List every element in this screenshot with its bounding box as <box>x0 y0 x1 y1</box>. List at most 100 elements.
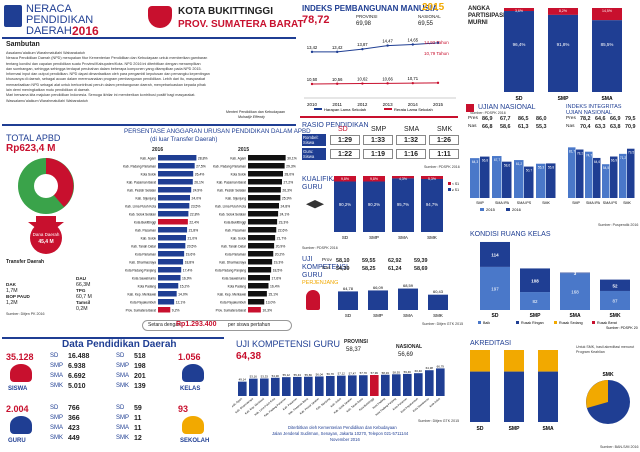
grouped-cat: SMA IPS <box>603 201 618 205</box>
anggaran-bar <box>248 187 281 193</box>
anggaran-cat-label: Kota Sawahlunto <box>222 277 246 281</box>
sambutan-line: Neraca Pendidikan Daerah (NPD) merupakan… <box>6 56 208 61</box>
anggaran-bar <box>248 267 272 273</box>
dpd-siswa-val: 6.938 <box>68 363 86 370</box>
anggaran-bar-label: 22,6% <box>278 229 288 233</box>
akr-smk-pie-slice <box>586 380 608 408</box>
apbd-dana-circle <box>30 222 62 254</box>
dpd-sekolah-icon <box>182 416 204 434</box>
header-logo <box>4 5 22 27</box>
ukgj-chart: 64,78 SD 66,09 SMP 68,59 SMA 60,43 SMK <box>338 283 448 318</box>
grouped-bar <box>593 157 601 198</box>
iiun-row-value: 64,6 <box>595 116 606 122</box>
rasio-row2-value: 1:22 <box>330 149 360 159</box>
ukgj-subtitle: PERJENJANG <box>302 280 339 286</box>
kual-cat: SMP <box>369 235 379 240</box>
anggaran-footer-value: Rp1.293.400 <box>176 321 217 328</box>
apm-title-1: ANGKA <box>468 6 490 12</box>
ipm-point-label: 10,71 <box>408 76 419 81</box>
ukg-value: 64,38 <box>236 351 262 362</box>
anggaran-bar-label: 22,4% <box>189 221 199 225</box>
ruang-bar-ringan-label: 108 <box>531 278 539 283</box>
un-row-value: 55,3 <box>536 124 547 130</box>
ukg-cat: Kab. Dharmasraya <box>234 396 254 414</box>
dpd-kelas-val: 518 <box>134 353 146 360</box>
anggaran-cat-label: Kab. Dharmasraya <box>219 261 246 265</box>
dpd-guru-lvl: SMP <box>50 415 64 421</box>
legend-2015: 2015 <box>486 207 496 212</box>
kual-cat: SMA <box>398 235 408 240</box>
dpd-guru-label: GURU <box>8 438 26 444</box>
anggaran-bar <box>158 227 188 233</box>
dpd-kelas-label: KELAS <box>180 386 201 392</box>
ipm-x-tick: 2015 <box>433 102 444 107</box>
un-row-label: Pres <box>468 116 478 121</box>
ukgj-title-3: GURU <box>302 272 323 279</box>
anggaran-bar-label: 15,2% <box>180 285 190 289</box>
anggaran-cat-label: Kota Solok <box>231 173 247 177</box>
dpd-siswa-val: 5.010 <box>68 383 86 390</box>
ipm-point <box>436 81 440 85</box>
ruang-bar-ringan-label: 3 <box>574 271 577 276</box>
anggaran-title: PERSENTASE ANGGARAN URUSAN PENDIDIKAN DA… <box>124 128 311 135</box>
anggaran-cat-label: Kab. Sijunjung <box>135 197 156 201</box>
akr-bar-b <box>504 371 524 422</box>
anggaran-cat-label: Kab. Padang Pariaman <box>213 165 246 169</box>
apbd-source: Sumber: Ditjen PK 2016 <box>6 312 45 316</box>
anggaran-bar <box>158 171 194 177</box>
grouped-bar <box>502 161 512 198</box>
apbd-total-value: Rp623,4 M <box>6 143 56 154</box>
ukgj-row-value: 58,25 <box>362 266 376 272</box>
anggaran-bar-label: 17,6% <box>272 277 282 281</box>
dpd-siswa-val: 16.488 <box>68 353 90 360</box>
anggaran-bar <box>158 235 186 241</box>
apm-bar-label: 96,4% <box>513 42 526 47</box>
ukg-bar-label: 58,33 <box>382 371 390 375</box>
un-row-value: 86,0 <box>536 116 547 122</box>
ukg-bar <box>271 377 280 396</box>
anggaran-bar <box>158 291 177 297</box>
dpd-siswa-val: 6.692 <box>68 373 86 380</box>
rasio-source: Sumber: PDSPK 2016 <box>424 165 460 169</box>
anggaran-bar <box>158 267 182 273</box>
anggaran-cat-label: Kota Bukittinggi <box>134 221 156 225</box>
ipm-x-tick: 2010 <box>307 102 318 107</box>
apm-cat: SD <box>516 96 523 102</box>
ruang-bar-ringan-label: 114 <box>491 252 499 257</box>
un-row-value: 58,6 <box>500 124 511 130</box>
apm-bar-top <box>548 8 578 15</box>
grouped-bar <box>585 151 593 198</box>
ruang-bar-baik <box>520 292 550 310</box>
iiun-row-value: 70,4 <box>580 124 591 130</box>
anggaran-cat-label: Kota Solok <box>141 173 157 177</box>
ruang-bar-baik-label: 168 <box>571 290 579 295</box>
dpd-kelas-lvl: SMP <box>116 363 130 369</box>
kual-legend-lt-swatch <box>448 182 451 185</box>
ukg-cat: Kab. Solok <box>329 396 342 408</box>
ukg-prov-label: PROVINSI <box>344 339 368 345</box>
ukg-bar-label: 57,99 <box>371 371 379 375</box>
ukg-bar-label: 66,79 <box>437 364 445 368</box>
ipm-point-label: 13,87 <box>357 42 368 47</box>
ipm-point-label: 14,65 <box>408 38 419 43</box>
anggaran-footer-label: Setara dengan: <box>148 322 183 328</box>
anggaran-cat-label: Kab. Kep. Mentawai <box>127 293 156 297</box>
ipm-point <box>411 81 414 85</box>
dpd-sekolah-lvl: SD <box>116 405 125 411</box>
apm-title-3: MURNI <box>468 20 488 26</box>
ruang-legend-label: Rusak Sedang <box>559 321 583 325</box>
anggaran-bar-label: 19,3% <box>274 261 284 265</box>
anggaran-year-left: 2016 <box>152 147 164 153</box>
dpd-siswa-total: 35.128 <box>6 352 34 362</box>
ukgj-row-value: 54,39 <box>336 266 350 272</box>
dpd-sekolah-val: 59 <box>134 405 142 412</box>
apbd-item-value: 1,2M <box>6 300 18 306</box>
grouped-bar <box>627 148 635 198</box>
grouped-bar <box>568 147 576 198</box>
ruang-title: KONDISI RUANG KELAS <box>470 231 551 238</box>
anggaran-bar <box>248 235 276 241</box>
iiun-title: INDEKS INTEGRITAS UJIAN NASIONAL <box>566 104 622 116</box>
apm-bar <box>548 14 578 92</box>
ukg-bar-label: 59,46 <box>404 370 412 374</box>
anggaran-cat-label: Kab. Tanah Datar <box>131 245 157 249</box>
